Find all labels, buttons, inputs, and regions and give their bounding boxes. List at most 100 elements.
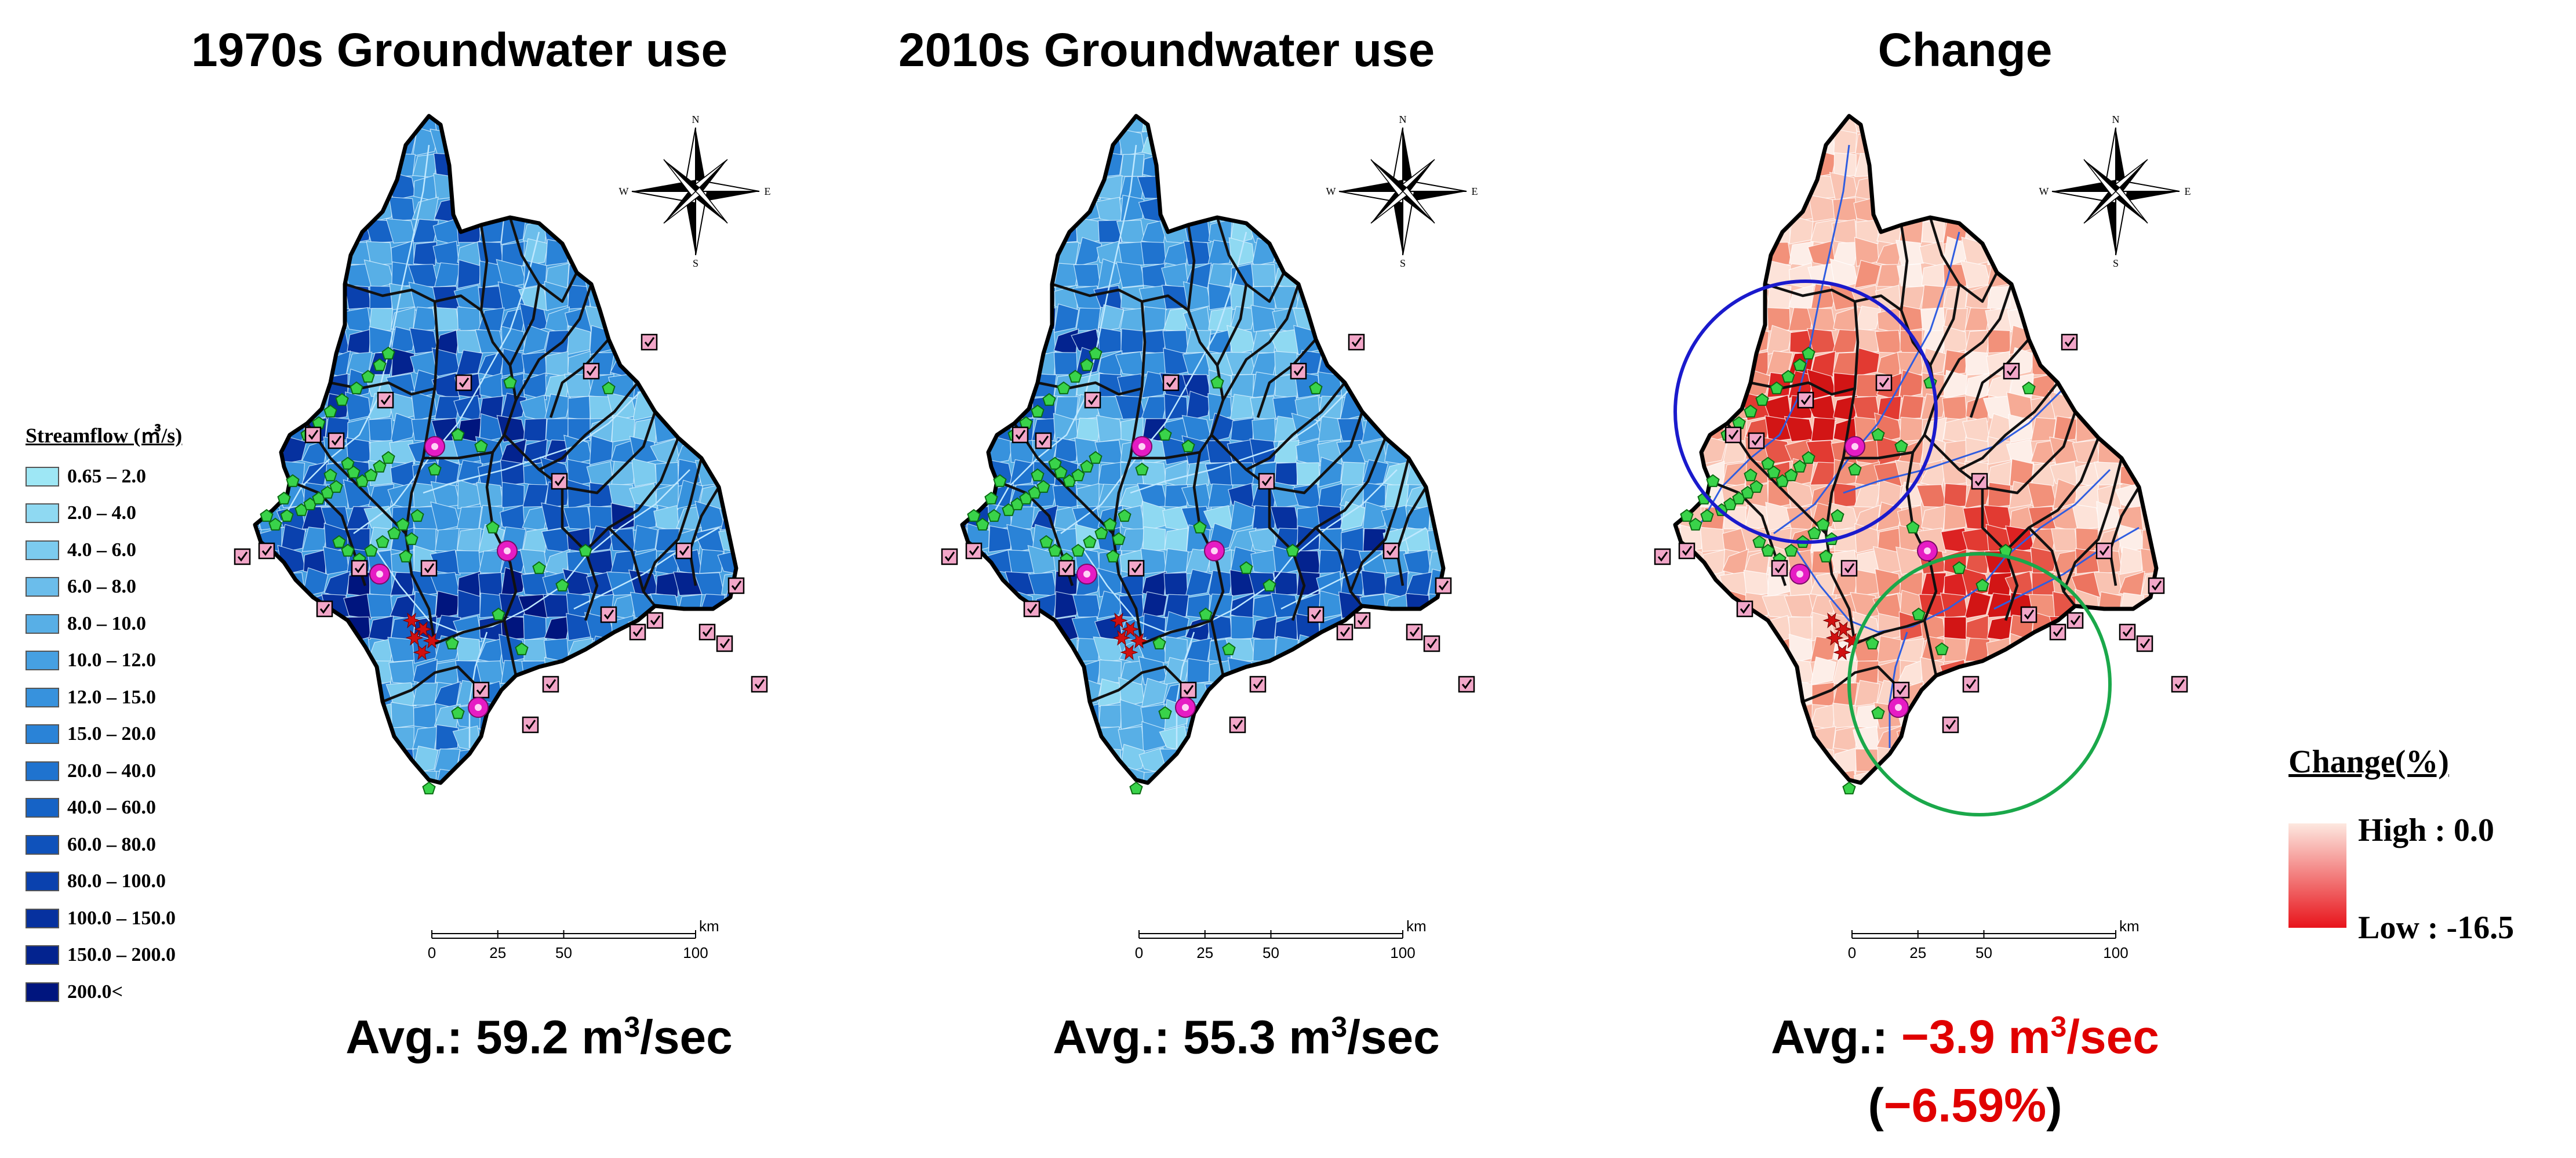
- subbasin-cell: [255, 197, 284, 222]
- subbasin-cell: [654, 369, 680, 400]
- subbasin-cell: [1679, 793, 1702, 816]
- subbasin-cell: [545, 793, 569, 816]
- subbasin-cell: [1745, 770, 1770, 783]
- subbasin-cell: [1675, 747, 1682, 772]
- subbasin-cell: [1337, 116, 1366, 134]
- station-pentagon-icon: [451, 706, 465, 719]
- subbasin-cell: [2097, 770, 2121, 783]
- checkbox-marker-icon: [941, 548, 958, 565]
- highlight-circle-blue: [1673, 279, 1938, 544]
- subbasin-cell: [1427, 351, 1443, 376]
- subbasin-cell: [1832, 329, 1860, 354]
- river-line: [1796, 469, 2111, 633]
- subbasin-cell: [1093, 116, 1124, 133]
- subbasin-cell: [2162, 568, 2188, 597]
- subbasin-cell: [456, 197, 482, 223]
- subbasin-cell: [1362, 306, 1388, 332]
- subbasin-cell: [1675, 175, 1683, 201]
- subbasin-cell: [1808, 194, 1836, 223]
- subbasin-cell: [674, 634, 702, 663]
- subbasin-cell: [674, 792, 702, 818]
- subbasin-cell: [1986, 116, 2011, 136]
- compass-label: W: [1326, 186, 1336, 197]
- subbasin-cell: [545, 176, 569, 199]
- subbasin-cell: [1897, 351, 1924, 375]
- subbasin-cell: [1723, 132, 1748, 155]
- subbasin-cell: [1766, 175, 1793, 200]
- compass-label: E: [1472, 186, 1478, 197]
- subbasin-cell: [2053, 352, 2077, 376]
- subbasin-cell: [436, 792, 458, 818]
- subbasin-cell: [2162, 482, 2188, 508]
- station-pentagon-icon: [1054, 465, 1068, 478]
- subbasin-cell: [1898, 747, 1926, 774]
- subbasin-cell: [2140, 347, 2156, 377]
- star-marker-icon: [1112, 630, 1131, 646]
- subbasin-cell: [720, 792, 745, 816]
- subbasin-cell: [1054, 765, 1078, 783]
- subbasin-cell: [988, 793, 1012, 815]
- divide-line: [330, 381, 435, 396]
- subbasin-cell: [1984, 725, 2013, 752]
- subbasin-cell: [962, 174, 969, 199]
- subbasin-cell: [2053, 700, 2077, 729]
- station-pentagon-icon: [422, 781, 436, 794]
- subbasin-cell: [519, 769, 548, 783]
- station-pentagon-icon: [967, 509, 981, 522]
- scale-tick-label: 25: [489, 944, 506, 961]
- checkbox-marker-icon: [472, 681, 490, 699]
- subbasin-cell: [1340, 131, 1366, 155]
- subbasin-cell: [1251, 371, 1278, 398]
- checkbox-marker-icon: [1736, 600, 1753, 618]
- subbasin-cell: [1918, 172, 1946, 201]
- subbasin-cell: [2029, 767, 2056, 783]
- subbasin-cell: [1359, 769, 1388, 783]
- subbasin-cell: [2008, 699, 2036, 730]
- panel-title-2010s: 2010s Groundwater use: [898, 24, 1435, 77]
- subbasin-cell: [1251, 264, 1276, 287]
- subbasin-cell: [676, 743, 701, 774]
- divide-line: [1969, 338, 2030, 418]
- subbasin-cell: [1271, 126, 1300, 157]
- divide-line: [1958, 382, 2059, 471]
- divide-line: [2004, 437, 2100, 552]
- subbasin-cell: [588, 219, 613, 245]
- subbasin-cell: [1449, 416, 1475, 441]
- subbasin-cell: [347, 769, 370, 783]
- subbasin-cell: [2162, 262, 2188, 288]
- subbasin-cell: [497, 727, 526, 750]
- station-pentagon-icon: [486, 520, 500, 533]
- subbasin-cell: [567, 196, 592, 224]
- station-pentagon-icon: [1744, 468, 1758, 481]
- subbasin-cell: [2119, 660, 2144, 684]
- subbasin-cell: [1405, 788, 1431, 817]
- subbasin-cell: [2163, 528, 2186, 553]
- checkbox-marker-icon: [727, 577, 745, 594]
- subbasin-cell: [612, 655, 635, 686]
- checkbox-marker-icon: [1336, 623, 1354, 641]
- subbasin-cell: [1921, 152, 1945, 180]
- subbasin-cell: [1362, 659, 1388, 687]
- subbasin-cell: [1700, 175, 1727, 199]
- subbasin-cell: [1297, 149, 1320, 179]
- checkbox-marker-icon: [2061, 333, 2078, 351]
- subbasin-cell: [2141, 262, 2156, 288]
- legend-swatch: [26, 834, 59, 855]
- subbasin-cell: [1898, 153, 1923, 179]
- subbasin-cell: [2115, 703, 2145, 728]
- subbasin-cell: [1075, 307, 1101, 331]
- subbasin-cell: [1722, 748, 1748, 773]
- subbasin-cell: [696, 326, 725, 355]
- station-pentagon-icon: [347, 465, 361, 478]
- subbasin-cell: [1942, 748, 1967, 773]
- subbasin-cell: [281, 153, 305, 178]
- subbasin-cell: [299, 259, 328, 289]
- subbasin-cell: [718, 218, 736, 246]
- subbasin-cell: [2164, 132, 2188, 154]
- subbasin-cell: [1274, 196, 1298, 224]
- subbasin-cell: [2119, 770, 2145, 783]
- subbasin-cell: [1274, 788, 1300, 818]
- subbasin-cell: [589, 175, 613, 199]
- subbasin-cell: [988, 154, 1013, 177]
